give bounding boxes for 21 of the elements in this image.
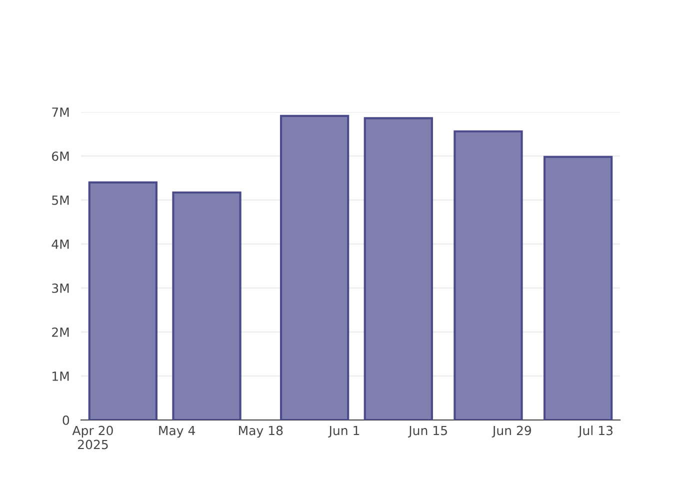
x-tick-label: Jul 13 bbox=[578, 426, 613, 438]
y-tick-label: 6M bbox=[52, 151, 69, 161]
bar bbox=[88, 181, 158, 420]
y-tick-label: 5M bbox=[52, 196, 69, 205]
x-tick-label: Jun 1 bbox=[328, 426, 360, 438]
bar bbox=[364, 117, 433, 420]
bar bbox=[280, 114, 350, 420]
x-tick-label: Jun 29 bbox=[492, 426, 532, 438]
y-tick-label: 2M bbox=[52, 327, 69, 337]
bar bbox=[543, 156, 613, 420]
y-tick-label: 7M bbox=[52, 108, 69, 117]
x-tick-label: May 4 bbox=[159, 426, 196, 438]
y-tick-label: 3M bbox=[52, 283, 69, 293]
y-tick-label: 1M bbox=[52, 372, 69, 381]
x-tick-label: Apr 20 2025 bbox=[72, 426, 113, 450]
bar bbox=[172, 191, 242, 420]
bar bbox=[454, 130, 523, 420]
y-tick-label: 0 bbox=[62, 415, 70, 425]
y-tick-label: 4M bbox=[52, 240, 69, 249]
x-tick-label: Jun 15 bbox=[408, 426, 447, 438]
x-tick-label: May 18 bbox=[239, 426, 283, 438]
